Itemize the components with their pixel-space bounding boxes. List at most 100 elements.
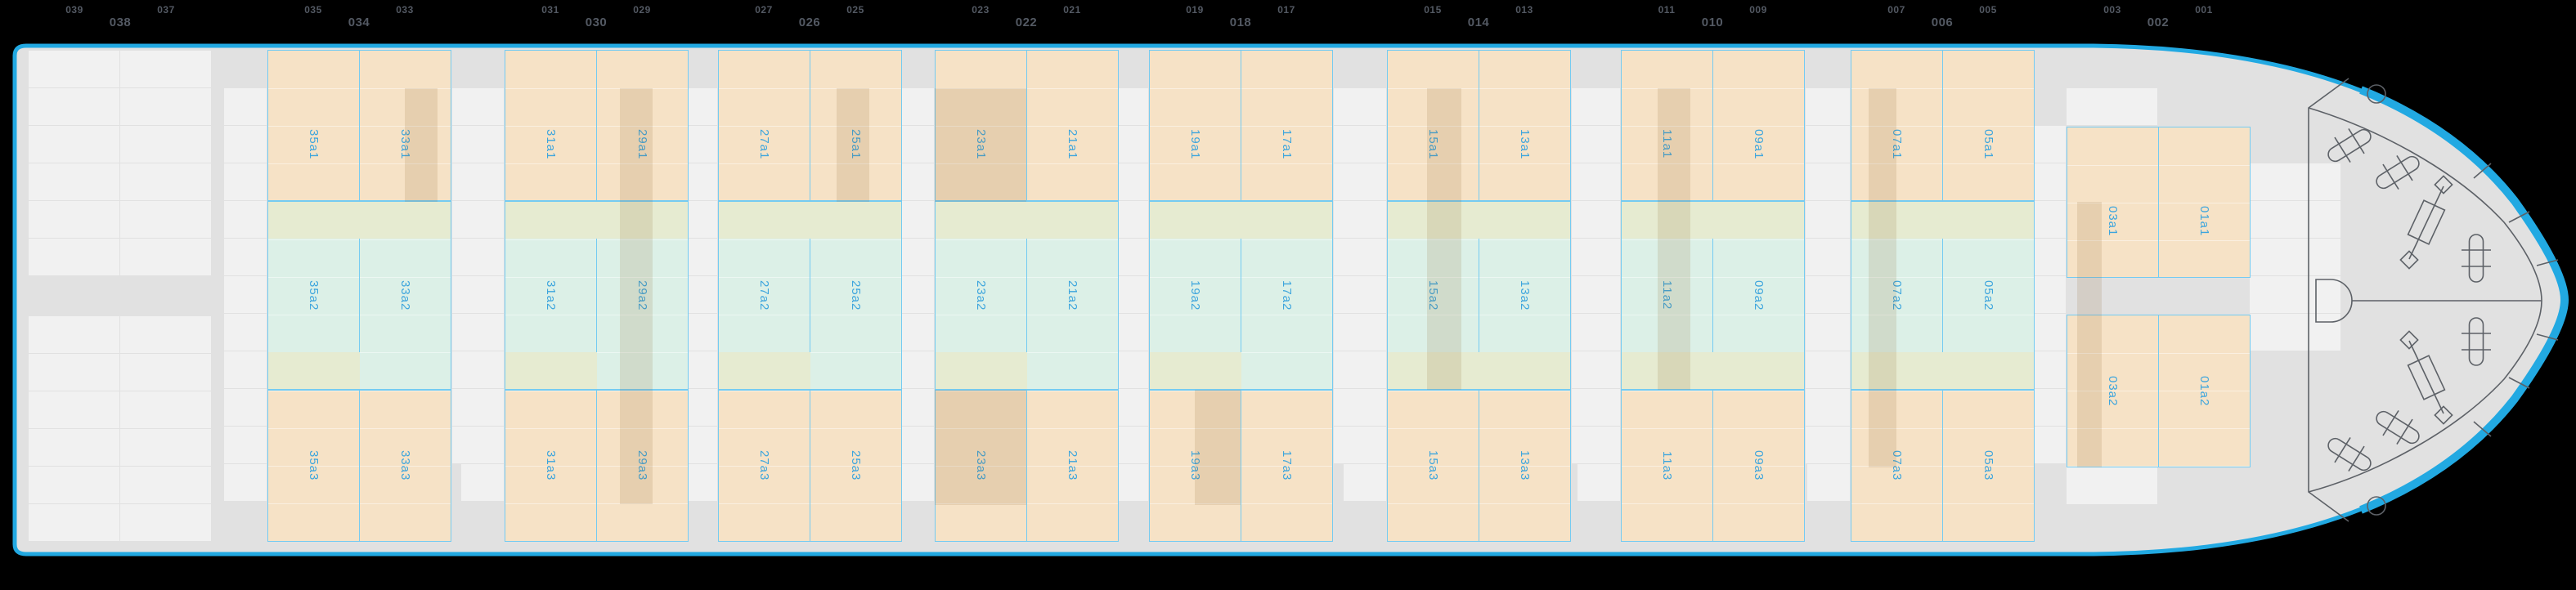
stow-cell-23a3[interactable]: 23a3 [936,391,1026,541]
stow-cell-09a2[interactable]: 09a2 [1712,202,1804,389]
stow-cell-27a1[interactable]: 27a1 [719,51,810,200]
stow-cell-07a3[interactable]: 07a3 [1851,391,1942,541]
stow-cell-35a2[interactable]: 35a2 [268,202,359,389]
stow-cell-label: 13a3 [1518,450,1532,481]
stow-cell-21a3[interactable]: 21a3 [1026,391,1118,541]
deck-slot [120,239,211,275]
bay-number-label: 030 [585,16,608,29]
slot-gridlines [936,51,1026,200]
stow-cell-33a3[interactable]: 33a3 [359,391,451,541]
deck-slot [1344,88,1386,125]
bay-number-label: 039 [65,4,83,16]
stow-cell-label: 23a2 [974,279,988,311]
stow-cell-27a2[interactable]: 27a2 [719,202,810,389]
stow-cell-label: 23a1 [974,128,988,160]
stow-cell-label: 09a3 [1752,450,1766,481]
stow-cell-13a1[interactable]: 13a1 [1479,51,1570,200]
stow-cell-21a1[interactable]: 21a1 [1026,51,1118,200]
deck-slot [29,51,119,87]
stow-cell-25a2[interactable]: 25a2 [810,202,901,389]
stow-cell-35a1[interactable]: 35a1 [268,51,359,200]
stow-cell-17a1[interactable]: 17a1 [1241,51,1332,200]
deck-slot [1577,126,1620,163]
stow-cell-15a1[interactable]: 15a1 [1388,51,1479,200]
stow-cell-33a1[interactable]: 33a1 [359,51,451,200]
stow-cell-label: 31a2 [544,279,558,311]
deck-slot [1807,276,1850,313]
stow-cell-19a3[interactable]: 19a3 [1150,391,1241,541]
stow-cell-07a2[interactable]: 07a2 [1851,202,1942,389]
deck-slot [29,391,119,428]
deck-slot [224,88,267,125]
stow-cell-29a3[interactable]: 29a3 [596,391,688,541]
stow-cell-09a1[interactable]: 09a1 [1712,51,1804,200]
bay-number-label: 007 [1887,4,1905,16]
deck-slot [120,88,211,125]
stow-cell-25a3[interactable]: 25a3 [810,391,901,541]
stow-cell-21a2[interactable]: 21a2 [1026,202,1118,389]
stow-cell-33a2[interactable]: 33a2 [359,202,451,389]
deck-slot [29,163,119,200]
deck-slot [461,314,504,351]
deck-slot [2035,351,2066,388]
deck-slot [120,163,211,200]
stow-cell-17a3[interactable]: 17a3 [1241,391,1332,541]
stow-cell-25a1[interactable]: 25a1 [810,51,901,200]
stow-cell-11a1[interactable]: 11a1 [1622,51,1712,200]
stow-cell-05a3[interactable]: 05a3 [1942,391,2034,541]
stow-cell-15a2[interactable]: 15a2 [1388,202,1479,389]
bay-a3-block: 27a3 25a3 [718,390,902,542]
stow-cell-05a1[interactable]: 05a1 [1942,51,2034,200]
bay-a3-block: 11a3 09a3 [1621,390,1805,542]
deck-slot [461,464,504,501]
stow-cell-label: 29a1 [635,128,649,160]
stow-cell-35a3[interactable]: 35a3 [268,391,359,541]
stow-cell-17a2[interactable]: 17a2 [1241,202,1332,389]
deck-slot [224,464,267,501]
stow-cell-31a1[interactable]: 31a1 [505,51,596,200]
stow-cell-label: 01a1 [2197,205,2211,237]
stow-cell-19a1[interactable]: 19a1 [1150,51,1241,200]
stow-cell-27a3[interactable]: 27a3 [719,391,810,541]
stow-cell-03a1[interactable]: 03a1 [2067,127,2158,277]
deck-slot [2035,314,2066,351]
stow-cell-01a1[interactable]: 01a1 [2158,127,2250,277]
slot-gridlines [268,51,359,200]
stow-cell-label: 07a3 [1890,450,1904,481]
stow-cell-23a1[interactable]: 23a1 [936,51,1026,200]
stow-cell-13a3[interactable]: 13a3 [1479,391,1570,541]
stow-cell-01a2[interactable]: 01a2 [2158,315,2250,467]
bay-number-label: 005 [1979,4,1997,16]
deck-slot [2250,163,2340,200]
stow-cell-13a2[interactable]: 13a2 [1479,202,1570,389]
stow-cell-07a1[interactable]: 07a1 [1851,51,1942,200]
bay-number-label: 009 [1749,4,1767,16]
stow-cell-09a3[interactable]: 09a3 [1712,391,1804,541]
stow-cell-label: 21a3 [1066,450,1079,481]
bay-number-label: 010 [1701,16,1724,29]
slot-gridlines [2067,127,2158,277]
stow-cell-31a3[interactable]: 31a3 [505,391,596,541]
bay-number-label: 013 [1515,4,1533,16]
deck-slot [1344,351,1386,388]
bay-a1-block: 15a1 13a1 [1387,50,1571,201]
stow-cell-29a2[interactable]: 29a2 [596,202,688,389]
stow-cell-03a2[interactable]: 03a2 [2067,315,2158,467]
stow-cell-11a2[interactable]: 11a2 [1622,202,1712,389]
stow-cell-29a1[interactable]: 29a1 [596,51,688,200]
stow-cell-label: 35a2 [307,279,321,311]
stow-cell-23a2[interactable]: 23a2 [936,202,1026,389]
deck-slot [1807,201,1850,238]
stow-cell-31a2[interactable]: 31a2 [505,202,596,389]
stow-cell-label: 33a3 [398,450,412,481]
bay-a3-block: 15a3 13a3 [1387,390,1571,542]
stow-cell-15a3[interactable]: 15a3 [1388,391,1479,541]
stow-cell-05a2[interactable]: 05a2 [1942,202,2034,389]
deck-slot [224,276,267,313]
bay-a2-block: 35a2 33a2 [267,201,451,390]
stow-cell-label: 19a3 [1188,450,1202,481]
stow-cell-11a3[interactable]: 11a3 [1622,391,1712,541]
deck-slot [1807,314,1850,351]
stow-cell-label: 25a2 [849,279,863,311]
stow-cell-19a2[interactable]: 19a2 [1150,202,1241,389]
